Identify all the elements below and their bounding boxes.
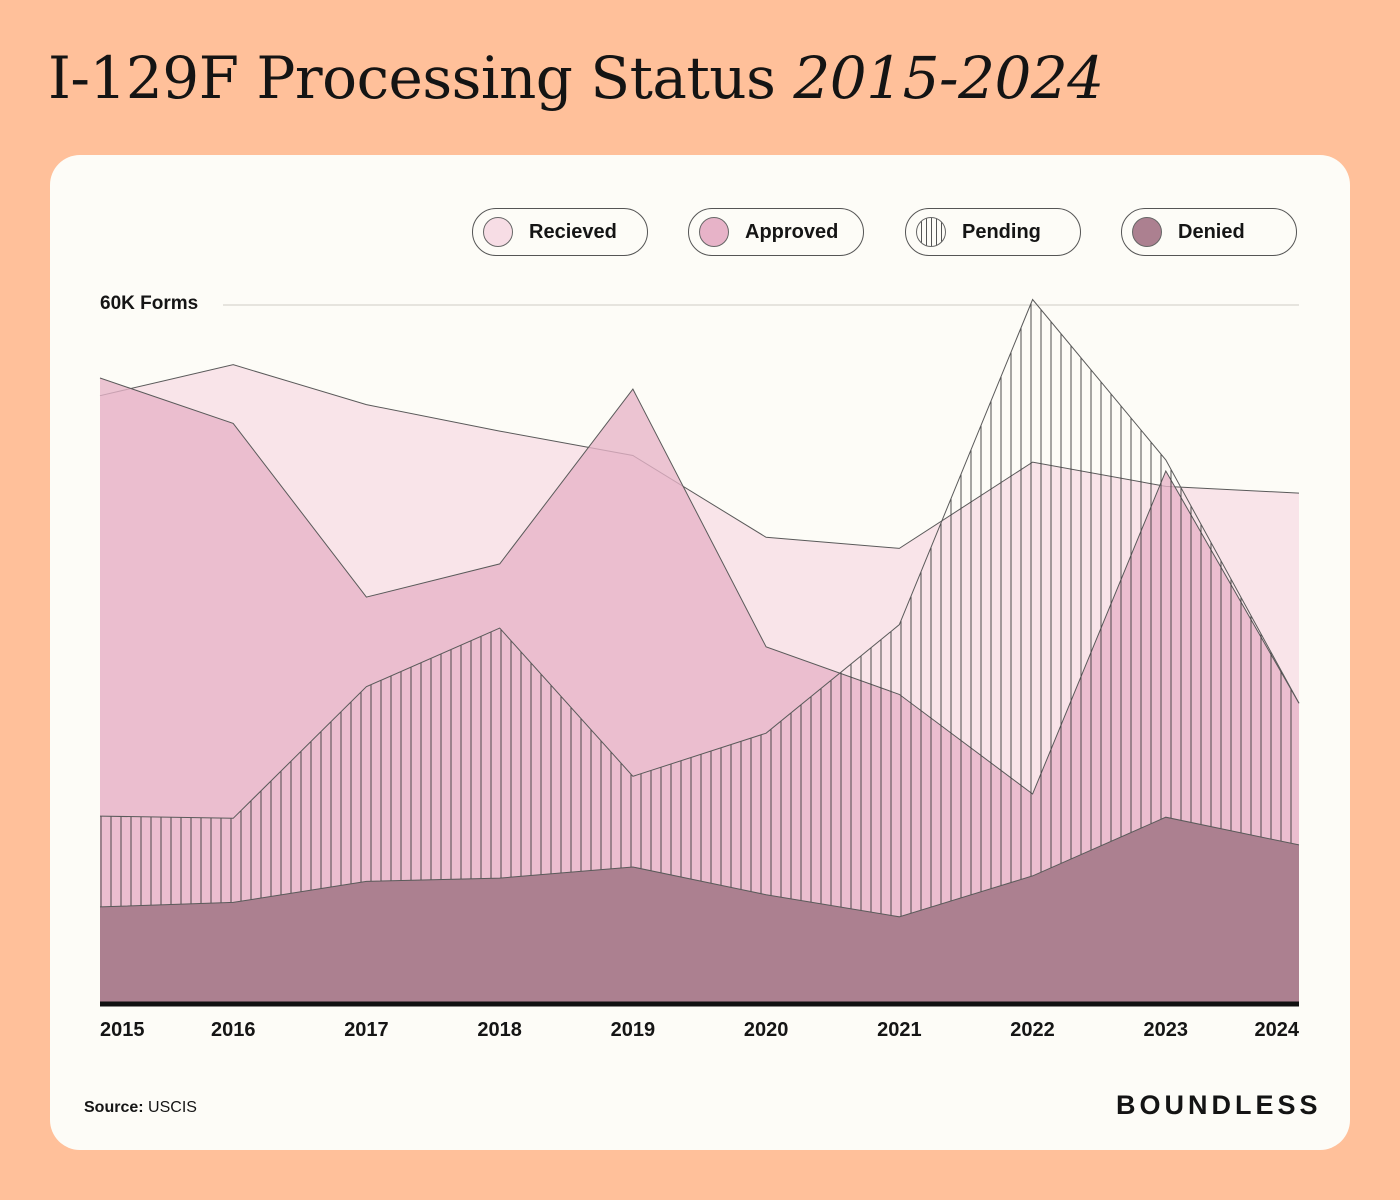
x-tick-label-2023: 2023: [1144, 1019, 1189, 1041]
recieved-swatch-icon: [483, 217, 513, 247]
x-tick-label-2022: 2022: [1010, 1019, 1055, 1041]
x-tick-label-2015: 2015: [100, 1019, 145, 1041]
x-tick-layer: 2015 2016 2017 2018 2019 2020 2021 2022 2023 2024: [100, 1019, 1300, 1041]
legend-label: Denied: [1178, 221, 1245, 243]
legend-item-recieved[interactable]: Recieved: [472, 208, 648, 256]
series-line-denied: [99, 816, 1300, 918]
x-tick-label-2016: 2016: [211, 1019, 256, 1041]
pending-swatch-icon: [916, 217, 946, 247]
legend-label: Approved: [745, 221, 839, 243]
x-tick-label-2018: 2018: [477, 1019, 522, 1041]
page-title: I-129F Processing Status 2015-2024: [48, 44, 1104, 112]
legend-item-pending[interactable]: Pending: [905, 208, 1081, 256]
y-axis-label: 60K Forms: [100, 293, 199, 314]
x-tick-label-2020: 2020: [744, 1019, 789, 1041]
x-tick-label-2017: 2017: [344, 1019, 389, 1041]
denied-swatch-icon: [1132, 217, 1162, 247]
x-tick-label-2024: 2024: [1255, 1019, 1300, 1041]
approved-swatch-icon: [699, 217, 729, 247]
series-layer: [99, 298, 1300, 1002]
x-tick-label-2019: 2019: [611, 1019, 656, 1041]
series-area-pending: [100, 299, 1299, 1002]
legend-label: Pending: [962, 221, 1041, 243]
brand-logo: BOUNDLESS: [1116, 1090, 1322, 1120]
title-main: I-129F Processing Status: [48, 44, 794, 112]
title-years: 2015-2024: [793, 44, 1104, 112]
legend-label: Recieved: [529, 221, 617, 243]
legend-item-denied[interactable]: Denied: [1121, 208, 1297, 256]
legend-item-approved[interactable]: Approved: [688, 208, 864, 256]
source-label: Source:: [84, 1099, 144, 1116]
x-tick-label-2021: 2021: [877, 1019, 922, 1041]
series-line-pending: [99, 298, 1300, 819]
source-value: USCIS: [148, 1099, 197, 1116]
source-note: Source: USCIS: [84, 1099, 197, 1117]
series-area-denied: [100, 817, 1299, 1002]
